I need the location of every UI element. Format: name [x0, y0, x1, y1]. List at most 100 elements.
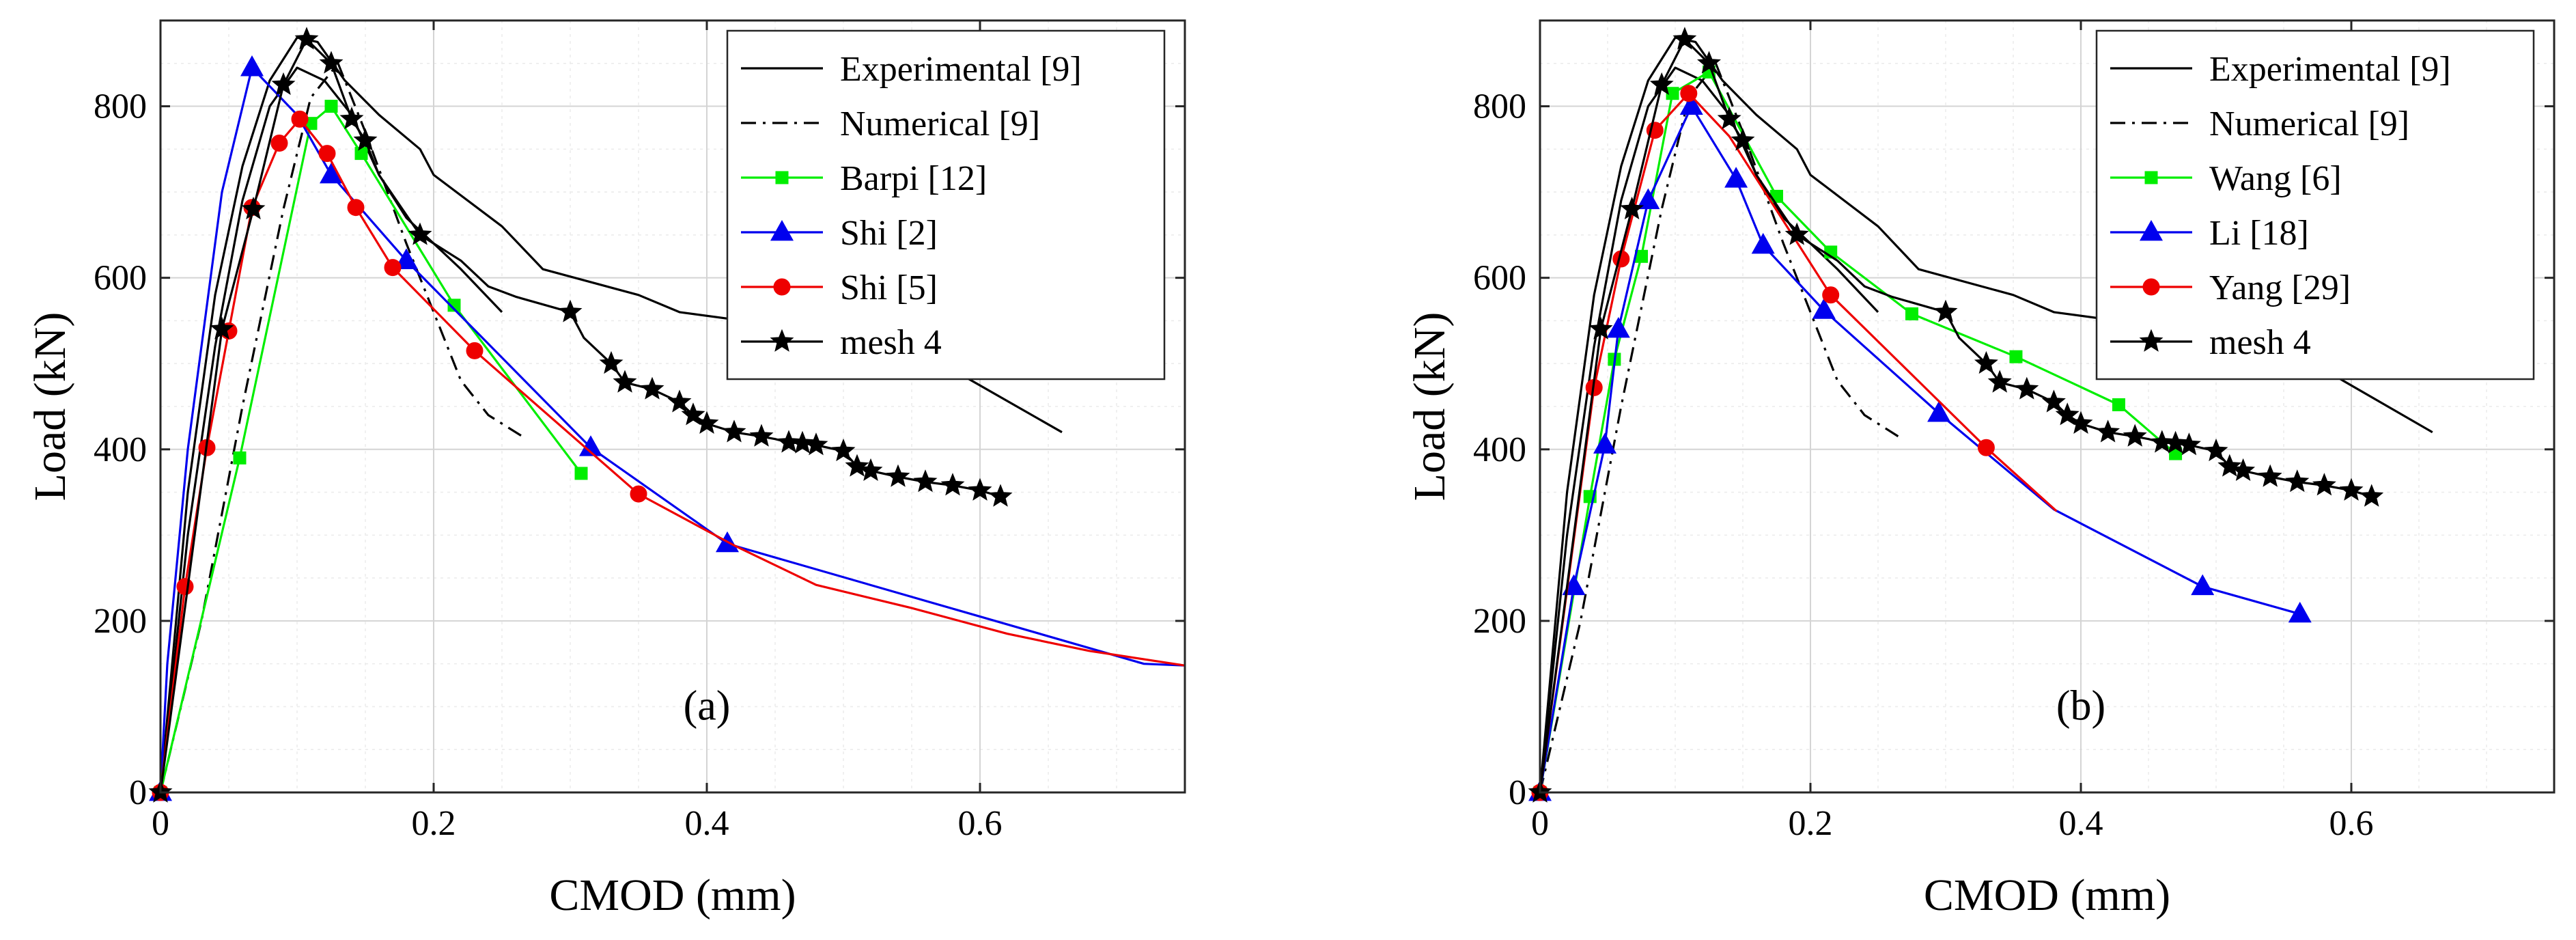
x-tick-label: 0: [1531, 804, 1549, 843]
data-point: [270, 135, 288, 152]
legend-marker: [2144, 171, 2158, 184]
data-point: [1672, 27, 1697, 50]
data-point: [1679, 94, 1703, 115]
ticks: 0 0.2 0.4 0.6 0 200 400 600 800: [94, 20, 1185, 843]
x-tick-label: 0.2: [412, 804, 456, 843]
data-point: [776, 430, 801, 453]
y-tick-label: 200: [1473, 602, 1526, 641]
x-axis-title: CMOD (mm): [549, 870, 796, 920]
legend-label: Li [18]: [2209, 214, 2309, 253]
legend-entry: Wang [6]: [2110, 159, 2342, 198]
data-point: [318, 145, 336, 163]
data-point: [2176, 432, 2201, 456]
data-point: [2041, 389, 2066, 413]
data-point: [2217, 454, 2242, 477]
data-point: [210, 316, 234, 340]
x-tick-label: 0.6: [958, 804, 1003, 843]
data-point: [2096, 419, 2120, 443]
series-experimental-9: [159, 36, 1063, 793]
legend-marker: [775, 171, 789, 184]
legend-marker: [2139, 329, 2164, 352]
data-point: [2069, 411, 2093, 434]
data-point: [599, 350, 624, 374]
data-point: [1770, 189, 1783, 203]
data-point: [1724, 167, 1748, 188]
data-point: [2204, 438, 2228, 462]
data-point: [408, 222, 432, 245]
series-line: [159, 118, 1186, 793]
x-tick-label: 0.4: [2059, 804, 2103, 843]
data-point: [1822, 286, 1840, 304]
data-point: [630, 485, 647, 503]
legend-label: Shi [5]: [840, 268, 938, 307]
grid: [1539, 20, 2555, 793]
y-tick-label: 600: [1473, 259, 1526, 298]
data-point: [858, 458, 883, 481]
data-point: [233, 451, 247, 465]
y-axis-title: Load (kN): [25, 312, 75, 501]
data-point: [1620, 196, 1644, 220]
legend-marker: [2139, 219, 2164, 241]
series-line: [159, 62, 523, 793]
legend-label: Numerical [9]: [840, 105, 1040, 143]
data-point: [1933, 299, 1958, 322]
data-point: [913, 469, 938, 493]
legend-marker: [770, 329, 794, 352]
data-point: [2112, 398, 2125, 411]
data-point: [324, 100, 338, 113]
x-tick-label: 0.6: [2329, 804, 2374, 843]
data-point: [176, 578, 194, 596]
data-point: [831, 438, 856, 462]
x-axis-title: CMOD (mm): [1924, 870, 2170, 920]
legend-entry: Shi [2]: [741, 214, 938, 253]
data-point: [1649, 72, 1674, 95]
data-point: [640, 376, 664, 400]
data-point: [2009, 350, 2023, 363]
legend-label: Numerical [9]: [2209, 105, 2409, 143]
data-point: [558, 299, 583, 322]
legend-label: mesh 4: [2209, 323, 2311, 362]
data-point: [1731, 128, 1755, 151]
legend-label: mesh 4: [840, 323, 942, 362]
legend-marker: [773, 278, 791, 296]
data-point: [2285, 469, 2310, 493]
legend-marker: [2142, 278, 2160, 296]
data-point: [241, 196, 266, 220]
data-point: [339, 107, 364, 130]
y-tick-label: 400: [1473, 430, 1526, 469]
legend-entry: Experimental [9]: [741, 50, 1082, 89]
legend-entry: Experimental [9]: [2110, 50, 2451, 89]
series-line: [159, 66, 1186, 793]
data-point: [790, 430, 815, 454]
data-point: [1905, 307, 1918, 320]
data-point: [1606, 316, 1630, 338]
legend-entry: Li [18]: [2110, 214, 2309, 253]
y-tick-label: 800: [1473, 87, 1526, 126]
data-point: [574, 467, 588, 480]
x-tick-label: 0.2: [1789, 804, 1833, 843]
data-point: [2339, 478, 2364, 501]
series-line: [159, 36, 1063, 793]
series-mesh-4: [148, 27, 1013, 803]
data-point: [319, 51, 344, 74]
y-tick-label: 200: [94, 602, 147, 641]
chart-panel-b: 0 0.2 0.4 0.6 0 200 400 600 800 CMOD (mm) Load (kN…: [1405, 19, 2556, 920]
data-point: [681, 402, 705, 426]
data-point: [940, 473, 965, 496]
series-numerical-9: [1539, 62, 1899, 793]
data-point: [1593, 432, 1617, 454]
data-point: [1812, 298, 1836, 319]
data-point: [886, 464, 910, 487]
legend-marker: [770, 219, 794, 241]
data-point: [613, 370, 637, 393]
data-point: [578, 435, 603, 456]
legend-entry: mesh 4: [741, 323, 942, 362]
legend-label: Wang [6]: [2209, 159, 2342, 198]
data-point: [2191, 574, 2215, 596]
data-point: [291, 110, 309, 128]
data-point: [667, 389, 692, 413]
legend: Experimental [9] Numerical [9] Barpi [12] S…: [726, 29, 1166, 381]
series-group: [148, 27, 1186, 803]
data-point: [240, 55, 264, 77]
